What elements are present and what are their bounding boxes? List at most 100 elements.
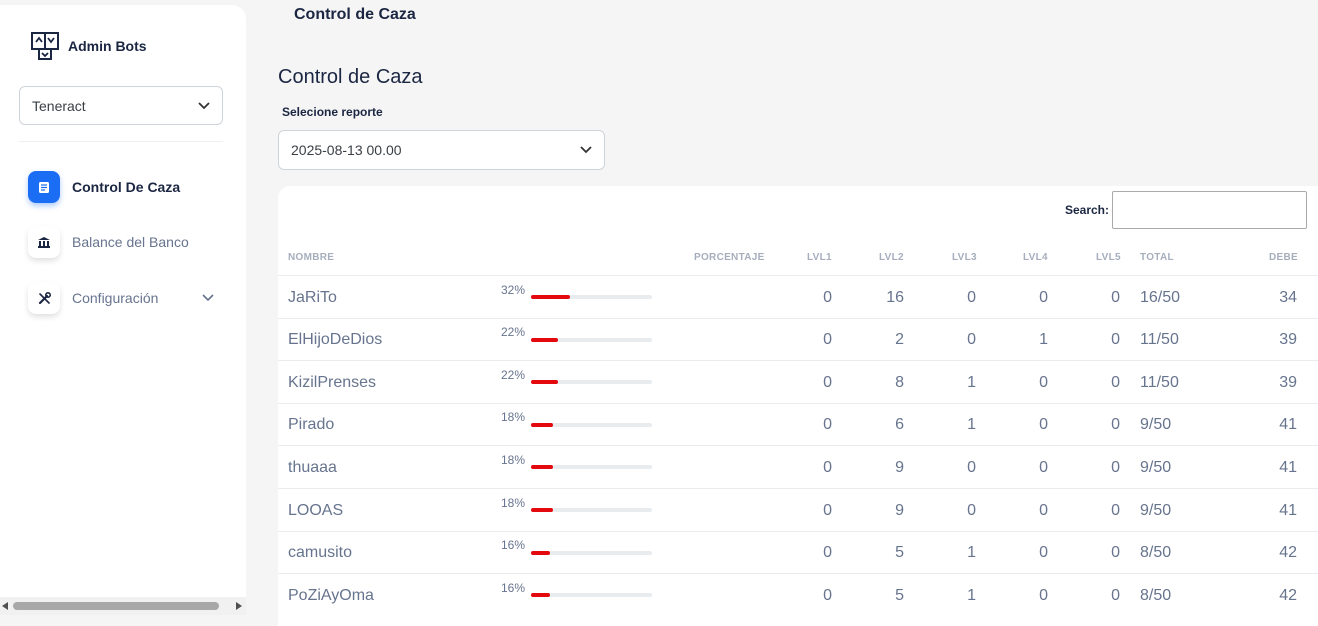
cell-lvl5: 0 bbox=[1111, 458, 1120, 476]
cell-nombre: PoZiAyOma bbox=[288, 586, 374, 604]
cell-porcentaje-text: 18% bbox=[501, 410, 526, 425]
cell-lvl2: 8 bbox=[895, 373, 904, 391]
cell-debe: 42 bbox=[1279, 586, 1297, 604]
chevron-down-icon[interactable] bbox=[202, 294, 214, 302]
column-header-lvl1[interactable]: LVL1 bbox=[807, 252, 832, 263]
sidebar-item-label: Control De Caza bbox=[72, 179, 181, 195]
column-header-lvl2[interactable]: LVL2 bbox=[879, 252, 904, 263]
column-header-nombre[interactable]: NOMBRE bbox=[288, 252, 335, 263]
cell-nombre: camusito bbox=[288, 544, 353, 562]
sidebar-item-configuracion[interactable]: Configuración bbox=[28, 282, 214, 314]
cell-lvl2: 9 bbox=[895, 458, 904, 476]
org-select[interactable]: Teneract bbox=[19, 86, 223, 125]
cell-lvl2: 5 bbox=[895, 586, 904, 604]
scroll-left-arrow-icon[interactable] bbox=[2, 602, 8, 610]
cell-total: 9/50 bbox=[1140, 416, 1172, 434]
cell-porcentaje-text: 16% bbox=[501, 538, 526, 553]
table-row[interactable]: PoZiAyOma 16% 0 5 1 0 0 8/50 42 bbox=[278, 573, 1318, 616]
progress-bar-fill bbox=[531, 593, 551, 598]
cell-porcentaje-text: 22% bbox=[501, 367, 526, 382]
cell-lvl3: 0 bbox=[967, 501, 976, 519]
scrollbar-thumb[interactable] bbox=[13, 602, 219, 610]
table-row[interactable]: JaRiTo 32% 0 16 0 0 0 16/50 34 bbox=[278, 275, 1318, 318]
progress-bar bbox=[531, 295, 652, 299]
cell-total: 8/50 bbox=[1140, 544, 1172, 562]
brand[interactable]: Admin Bots bbox=[30, 31, 147, 61]
cell-lvl5: 0 bbox=[1111, 416, 1120, 434]
cell-total: 9/50 bbox=[1140, 458, 1172, 476]
column-header-lvl5[interactable]: LVL5 bbox=[1096, 252, 1121, 263]
table-row[interactable]: thuaaa 18% 0 9 0 0 0 9/50 41 bbox=[278, 445, 1318, 488]
cell-lvl5: 0 bbox=[1111, 501, 1120, 519]
search-input[interactable] bbox=[1112, 191, 1307, 229]
report-select[interactable]: 2025-08-13 00.00 bbox=[278, 130, 605, 170]
cell-lvl3: 1 bbox=[967, 373, 976, 391]
tools-icon bbox=[28, 282, 60, 314]
bank-icon bbox=[28, 226, 60, 258]
cell-lvl2: 5 bbox=[895, 544, 904, 562]
cell-lvl4: 0 bbox=[1039, 373, 1048, 391]
column-header-total[interactable]: TOTAL bbox=[1140, 252, 1174, 263]
chevron-down-icon bbox=[580, 146, 592, 154]
progress-bar-fill bbox=[531, 465, 553, 470]
cell-nombre: JaRiTo bbox=[288, 288, 337, 306]
cell-lvl4: 0 bbox=[1039, 544, 1048, 562]
cell-lvl5: 0 bbox=[1111, 373, 1120, 391]
column-header-lvl3[interactable]: LVL3 bbox=[952, 252, 977, 263]
table-row[interactable]: Pirado 18% 0 6 1 0 0 9/50 41 bbox=[278, 402, 1318, 446]
cell-lvl3: 1 bbox=[967, 586, 976, 604]
cell-total: 8/50 bbox=[1140, 586, 1172, 604]
cell-lvl4: 0 bbox=[1039, 501, 1048, 519]
bot-logo-icon bbox=[31, 32, 59, 60]
cell-porcentaje-text: 16% bbox=[501, 580, 526, 595]
cell-porcentaje-text: 18% bbox=[501, 452, 526, 467]
cell-lvl1: 0 bbox=[823, 373, 832, 391]
cell-nombre: KizilPrenses bbox=[288, 373, 377, 391]
sidebar: Admin Bots Teneract Control De Caza Bala… bbox=[0, 5, 246, 615]
sidebar-item-control-de-caza[interactable]: Control De Caza bbox=[28, 171, 180, 203]
cell-nombre: ElHijoDeDios bbox=[288, 331, 383, 349]
cell-lvl4: 0 bbox=[1039, 416, 1048, 434]
progress-bar-fill bbox=[531, 337, 558, 342]
column-header-porcentaje[interactable]: PORCENTAJE bbox=[694, 252, 765, 263]
progress-bar-fill bbox=[531, 550, 551, 555]
cell-lvl4: 0 bbox=[1039, 288, 1048, 306]
progress-bar bbox=[531, 337, 652, 342]
progress-bar-fill bbox=[531, 380, 558, 385]
cell-lvl3: 1 bbox=[967, 544, 976, 562]
cell-debe: 39 bbox=[1279, 373, 1297, 391]
cell-total: 11/50 bbox=[1140, 331, 1179, 349]
cell-lvl1: 0 bbox=[823, 501, 832, 519]
sidebar-horizontal-scrollbar[interactable] bbox=[0, 597, 246, 615]
scroll-right-arrow-icon[interactable] bbox=[236, 602, 242, 610]
table-row[interactable]: ElHijoDeDios 22% 0 2 0 1 0 11/50 39 bbox=[278, 317, 1318, 361]
cell-lvl5: 0 bbox=[1111, 544, 1120, 562]
chevron-down-icon bbox=[198, 101, 210, 109]
cell-debe: 41 bbox=[1279, 458, 1297, 476]
column-header-debe[interactable]: DEBE bbox=[1269, 252, 1298, 263]
table-row[interactable]: camusito 16% 0 5 1 0 0 8/50 42 bbox=[278, 530, 1318, 574]
column-header-lvl4[interactable]: LVL4 bbox=[1023, 252, 1048, 263]
table-row[interactable]: LOOAS 18% 0 9 0 0 0 9/50 41 bbox=[278, 488, 1318, 531]
progress-bar bbox=[531, 593, 652, 598]
cell-total: 11/50 bbox=[1140, 373, 1179, 391]
cell-debe: 39 bbox=[1279, 331, 1297, 349]
cell-lvl4: 1 bbox=[1039, 331, 1048, 349]
table-row[interactable]: KizilPrenses 22% 0 8 1 0 0 11/50 39 bbox=[278, 360, 1318, 403]
cell-lvl1: 0 bbox=[823, 331, 832, 349]
progress-bar bbox=[531, 550, 652, 555]
cell-porcentaje-text: 22% bbox=[501, 325, 526, 340]
cell-lvl5: 0 bbox=[1111, 586, 1120, 604]
page-title: Control de Caza bbox=[278, 66, 423, 88]
sidebar-item-balance-del-banco[interactable]: Balance del Banco bbox=[28, 226, 189, 258]
cell-total: 16/50 bbox=[1140, 288, 1181, 306]
progress-bar bbox=[531, 465, 652, 470]
sidebar-item-label: Balance del Banco bbox=[72, 234, 189, 250]
cell-lvl2: 6 bbox=[895, 416, 904, 434]
progress-bar-fill bbox=[531, 508, 553, 512]
cell-nombre: thuaaa bbox=[288, 458, 337, 476]
cell-lvl1: 0 bbox=[823, 288, 832, 306]
cell-lvl4: 0 bbox=[1039, 458, 1048, 476]
cell-lvl5: 0 bbox=[1111, 288, 1120, 306]
cell-nombre: LOOAS bbox=[288, 501, 344, 519]
